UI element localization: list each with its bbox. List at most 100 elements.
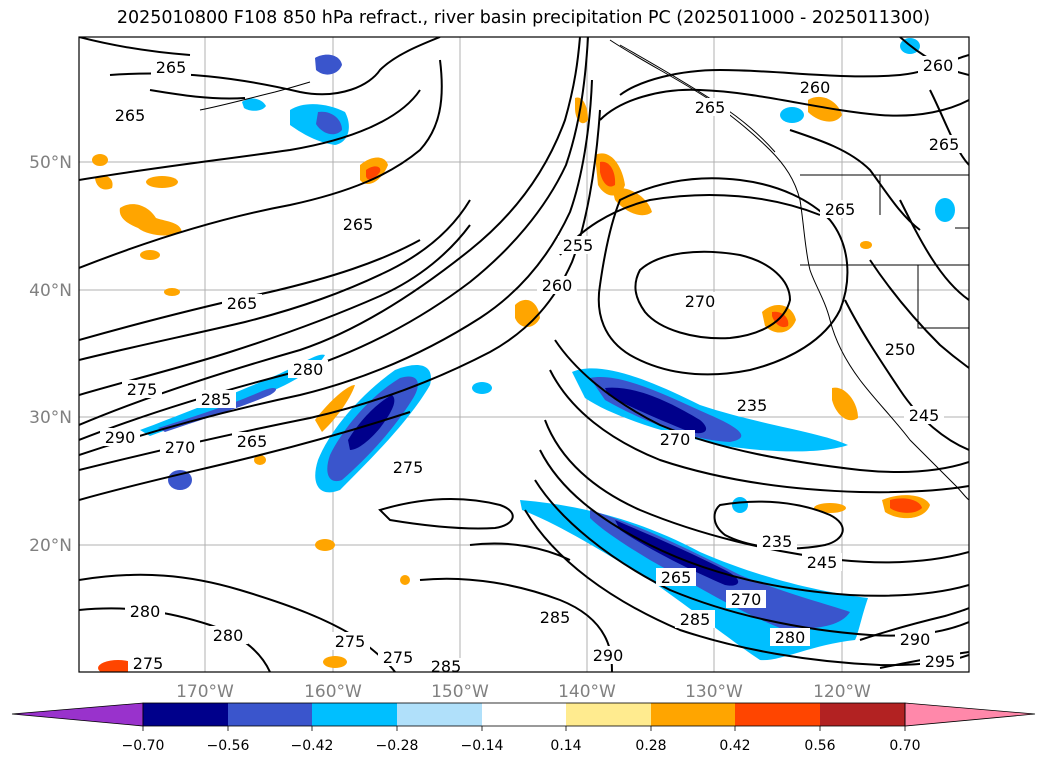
- pos-region-14: [140, 250, 160, 260]
- contour-label: 255: [558, 236, 598, 255]
- lon-label-120w: 120°W: [813, 682, 871, 702]
- contour-label: 265: [338, 215, 378, 234]
- map-background: [79, 37, 969, 672]
- contour-label: 295: [920, 652, 960, 671]
- svg-text:265: 265: [695, 98, 726, 117]
- nw-neg-blob-2: [315, 54, 342, 75]
- svg-text:265: 265: [227, 294, 258, 313]
- ne-neg-blob-2: [780, 107, 804, 123]
- contour-label: 260: [795, 78, 835, 97]
- colorbar-ticks: [142, 726, 906, 731]
- lat-label-30n: 30°N: [29, 408, 72, 428]
- contour-label: 280: [208, 626, 248, 645]
- colorbar-tick-label: 0.42: [719, 738, 750, 754]
- colorbar-extend-right: [904, 702, 1036, 727]
- svg-text:265: 265: [661, 568, 692, 587]
- colorbar-bin-neg-042: [312, 703, 397, 726]
- pos-region-16: [98, 660, 138, 672]
- svg-text:285: 285: [201, 390, 232, 409]
- lat-label-20n: 20°N: [29, 536, 72, 556]
- contour-label: 265: [924, 135, 964, 154]
- colorbar-tick-label: 0.56: [804, 738, 835, 754]
- contour-labels: 265 265 265 265 265 275 285 280 270 290 …: [100, 56, 964, 673]
- contour-label: 270: [160, 438, 200, 457]
- contour-label: 275: [128, 654, 168, 673]
- svg-text:280: 280: [130, 602, 161, 621]
- contour-label: 260: [537, 276, 577, 295]
- pos-region-8: [808, 96, 842, 122]
- lat-label-50n: 50°N: [29, 153, 72, 173]
- colorbar-bin-pos-014: [566, 703, 651, 726]
- latitude-labels: 20°N 30°N 40°N 50°N: [29, 153, 72, 556]
- colorbar-tick-label: −0.14: [461, 738, 504, 754]
- pos-region-22: [400, 575, 410, 585]
- colorbar-tick-label: 0.14: [550, 738, 581, 754]
- lon-label-170w: 170°W: [176, 682, 234, 702]
- pos-region-15: [92, 154, 108, 166]
- svg-text:265: 265: [929, 135, 960, 154]
- contour-label: 270: [726, 590, 766, 609]
- colorbar-tick-label: −0.42: [291, 738, 334, 754]
- contour-label: 245: [904, 406, 944, 425]
- svg-text:260: 260: [542, 276, 573, 295]
- contour-label: 275: [330, 632, 370, 651]
- svg-text:270: 270: [685, 292, 716, 311]
- svg-text:275: 275: [133, 654, 164, 673]
- pos-region-19: [323, 656, 347, 668]
- contour-label: 290: [895, 630, 935, 649]
- colorbar-bin-pos-028: [651, 703, 735, 726]
- svg-text:265: 265: [237, 432, 268, 451]
- pos-region-7-core: [890, 498, 922, 513]
- svg-text:265: 265: [825, 200, 856, 219]
- colorbar-extend-left: [11, 702, 144, 727]
- colorbar-tick-label: 0.28: [635, 738, 666, 754]
- svg-text:270: 270: [731, 590, 762, 609]
- band-east-neg-core: [605, 387, 707, 434]
- map-frame: [78, 36, 970, 673]
- contour-label: 285: [426, 657, 466, 672]
- contour-label: 275: [388, 458, 428, 477]
- svg-text:290: 290: [105, 428, 136, 447]
- longitude-labels: 170°W 160°W 150°W 140°W 130°W 120°W: [176, 682, 871, 702]
- colorbar: −0.70 −0.56 −0.42 −0.28 −0.14 0.14 0.28 …: [11, 702, 1036, 754]
- mid-neg-blob-2: [732, 497, 748, 513]
- colorbar-bin-neg-056: [228, 703, 312, 726]
- contour-label: 260: [918, 56, 958, 75]
- contour-label: 285: [535, 608, 575, 627]
- svg-text:260: 260: [923, 56, 954, 75]
- pos-region-21: [254, 455, 266, 465]
- svg-text:275: 275: [127, 380, 158, 399]
- svg-text:295: 295: [925, 652, 956, 671]
- colorbar-bin-neg-028: [397, 703, 482, 726]
- contour-label: 290: [100, 428, 140, 447]
- colorbar-outline: [142, 702, 906, 727]
- nw-neg-blob-3: [242, 98, 266, 111]
- svg-text:245: 245: [909, 406, 940, 425]
- ne-neg-blob-3: [935, 198, 955, 222]
- colorbar-bin-pos-042: [735, 703, 820, 726]
- lon-label-130w: 130°W: [685, 682, 743, 702]
- contour-label: 250: [880, 340, 920, 359]
- contour-label: 280: [770, 628, 810, 647]
- svg-text:265: 265: [343, 215, 374, 234]
- pos-region-10-core: [366, 166, 381, 180]
- pos-region-23: [860, 241, 872, 249]
- contour-label: 265: [820, 200, 860, 219]
- lon-label-140w: 140°W: [558, 682, 616, 702]
- contour-label: 280: [125, 602, 165, 621]
- map-title: 2025010800 F108 850 hPa refract., river …: [116, 8, 931, 28]
- mid-neg-blob: [472, 382, 492, 394]
- pos-region-5-core: [772, 311, 789, 328]
- pos-region-13: [146, 176, 178, 188]
- svg-text:280: 280: [213, 626, 244, 645]
- pos-region-coast-2: [612, 187, 652, 216]
- band-central-neg-core: [348, 395, 395, 450]
- contour-label: 280: [288, 360, 328, 379]
- pos-region-12: [95, 175, 113, 190]
- contour-label: 265: [222, 294, 262, 313]
- contour-label: 265: [110, 106, 150, 125]
- contour-label: 285: [675, 610, 715, 629]
- pos-region-9: [315, 385, 355, 432]
- band-west-neg-core: [158, 388, 277, 432]
